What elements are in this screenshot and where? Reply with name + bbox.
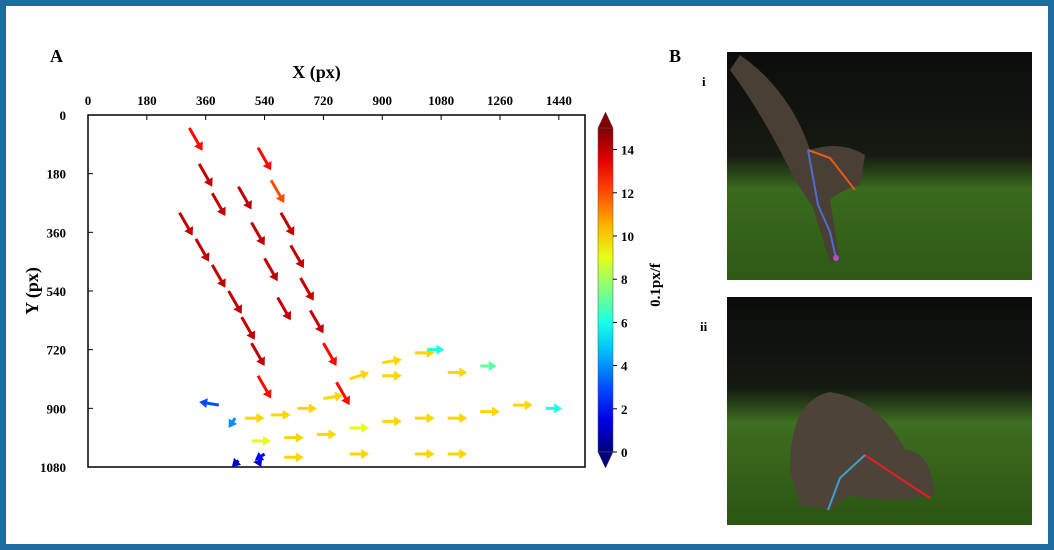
colorbar-title: 0.1px/f xyxy=(648,262,664,307)
photo xyxy=(727,297,1032,525)
x-tick-label: 1260 xyxy=(487,93,513,108)
x-tick-label: 180 xyxy=(137,93,157,108)
x-tick-label: 720 xyxy=(314,93,334,108)
colorbar-tick-label: 10 xyxy=(621,229,634,244)
plot-area xyxy=(88,115,585,467)
y-tick-label: 1080 xyxy=(40,460,66,475)
x-tick-label: 360 xyxy=(196,93,216,108)
photo xyxy=(727,52,1032,280)
x-tick-label: 0 xyxy=(85,93,92,108)
y-tick-label: 360 xyxy=(47,225,67,240)
x-tick-label: 900 xyxy=(373,93,393,108)
panel-label: B xyxy=(669,46,681,66)
colorbar-tick-label: 14 xyxy=(621,143,635,158)
panel-label: A xyxy=(50,46,63,66)
x-tick-label: 1080 xyxy=(428,93,454,108)
y-tick-label: 180 xyxy=(47,167,67,182)
colorbar-tick-label: 2 xyxy=(621,402,628,417)
y-tick-label: 720 xyxy=(47,343,67,358)
colorbar-tick-label: 8 xyxy=(621,272,628,287)
colorbar-extend xyxy=(598,452,613,468)
colorbar xyxy=(598,128,613,452)
colorbar-extend xyxy=(598,112,613,128)
y-tick-label: 540 xyxy=(47,284,67,299)
x-tick-label: 540 xyxy=(255,93,275,108)
y-tick-label: 0 xyxy=(60,108,67,123)
colorbar-tick-label: 12 xyxy=(621,186,634,201)
photo-label: i xyxy=(702,74,706,89)
y-axis-title: Y (px) xyxy=(22,267,43,315)
photo-label: ii xyxy=(700,319,708,334)
figure-canvas: A B i ii 0180360540720900108012601440018… xyxy=(0,0,1054,550)
colorbar-tick-label: 0 xyxy=(621,445,628,460)
colorbar-tick-label: 6 xyxy=(621,315,628,330)
colorbar-tick-label: 4 xyxy=(621,359,628,374)
figure: A B i ii 0180360540720900108012601440018… xyxy=(0,0,1054,550)
x-axis-title: X (px) xyxy=(292,62,341,83)
x-tick-label: 1440 xyxy=(546,93,572,108)
y-tick-label: 900 xyxy=(47,401,67,416)
